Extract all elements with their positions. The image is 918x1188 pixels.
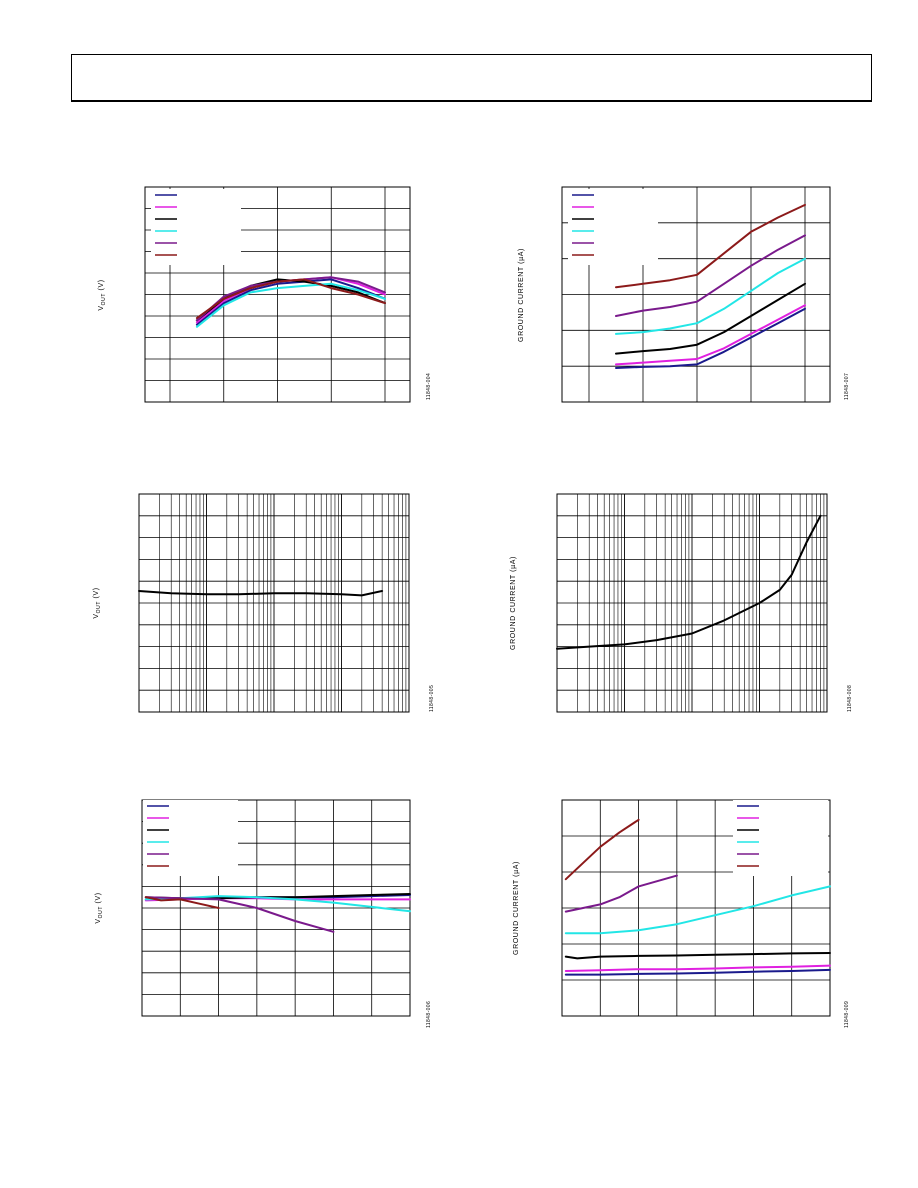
y-axis-label-unit: µA) bbox=[513, 861, 520, 874]
series-line-3 bbox=[615, 282, 806, 355]
legend-box bbox=[151, 189, 241, 265]
y-axis-label-sub: OUT bbox=[96, 601, 102, 613]
y-axis-label-main: V bbox=[95, 918, 102, 923]
series-line-2 bbox=[615, 304, 806, 366]
y-axis-label-main: GROUND CURRENT ( bbox=[513, 874, 520, 955]
figure-id: 11848-007 bbox=[844, 373, 850, 400]
series-line-6 bbox=[564, 818, 640, 881]
series-line-1 bbox=[195, 278, 386, 326]
series-line-5 bbox=[564, 874, 678, 913]
series-line-1 bbox=[556, 514, 822, 650]
y-axis-label-unit: (V) bbox=[98, 279, 105, 293]
series-line-5 bbox=[615, 234, 806, 317]
legend-box bbox=[733, 800, 828, 876]
y-axis-label: VOUT (V) bbox=[93, 587, 102, 618]
y-axis-label-main: GROUND CURRENT ( bbox=[510, 569, 517, 650]
series-line-4 bbox=[195, 282, 386, 328]
figure-id: 11848-005 bbox=[429, 685, 435, 712]
header-box bbox=[71, 54, 872, 102]
y-axis-label: VOUT (V) bbox=[95, 892, 104, 923]
series-line-3 bbox=[564, 952, 831, 960]
y-axis-label-sub: OUT bbox=[98, 906, 104, 918]
y-axis-label-unit: µA) bbox=[518, 248, 525, 261]
legend-box bbox=[568, 189, 658, 265]
series-line-6 bbox=[144, 896, 220, 909]
series-line-6 bbox=[195, 278, 386, 320]
figure-id: 11848-009 bbox=[844, 1001, 850, 1028]
y-axis-label: GROUND CURRENT (µA) bbox=[510, 556, 517, 650]
y-axis-label-sub: OUT bbox=[101, 293, 107, 305]
y-axis-label: VOUT (V) bbox=[98, 279, 107, 310]
y-axis-label-main: V bbox=[93, 613, 100, 618]
y-axis-label: GROUND CURRENT (µA) bbox=[518, 248, 525, 342]
legend-box bbox=[143, 800, 238, 876]
y-axis-label-unit: (V) bbox=[95, 892, 102, 906]
figure-id: 11848-006 bbox=[426, 1001, 432, 1028]
series-line-2 bbox=[564, 964, 831, 972]
y-axis-label: GROUND CURRENT (µA) bbox=[513, 861, 520, 955]
y-axis-label-unit: µA) bbox=[510, 556, 517, 569]
series-line-4 bbox=[564, 885, 831, 935]
series-line-1 bbox=[564, 968, 831, 976]
series-line-1 bbox=[138, 590, 384, 597]
series-line-1 bbox=[615, 307, 806, 369]
series-line-6 bbox=[615, 203, 806, 289]
y-axis-label-main: V bbox=[98, 305, 105, 310]
series-line-4 bbox=[615, 257, 806, 335]
y-axis-label-unit: (V) bbox=[93, 587, 100, 601]
figure-id: 11848-008 bbox=[847, 685, 853, 712]
series-line-5 bbox=[144, 896, 335, 933]
figure-id: 11848-004 bbox=[426, 373, 432, 400]
y-axis-label-main: GROUND CURRENT ( bbox=[518, 261, 525, 342]
